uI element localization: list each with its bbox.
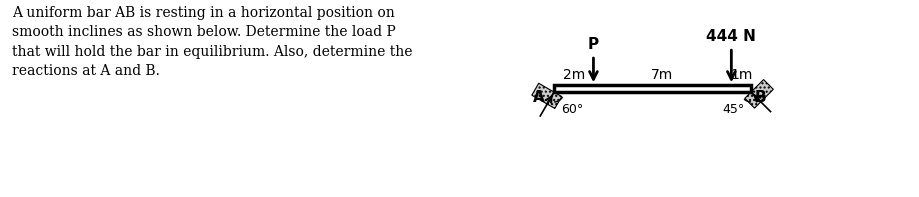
Text: A: A xyxy=(532,90,544,105)
Text: 1m: 1m xyxy=(729,68,752,82)
Polygon shape xyxy=(744,92,760,108)
Polygon shape xyxy=(547,92,562,109)
Text: B: B xyxy=(754,90,766,105)
Text: 444 N: 444 N xyxy=(706,29,755,44)
Text: 7m: 7m xyxy=(651,68,673,82)
Text: A uniform bar AB is resting in a horizontal position on
smooth inclines as shown: A uniform bar AB is resting in a horizon… xyxy=(12,6,413,78)
Text: 45°: 45° xyxy=(721,103,743,116)
Text: 60°: 60° xyxy=(561,103,583,116)
Text: P: P xyxy=(587,37,598,52)
Bar xyxy=(553,85,750,92)
Polygon shape xyxy=(531,83,553,104)
Text: 2m: 2m xyxy=(562,68,584,82)
Polygon shape xyxy=(750,80,773,102)
